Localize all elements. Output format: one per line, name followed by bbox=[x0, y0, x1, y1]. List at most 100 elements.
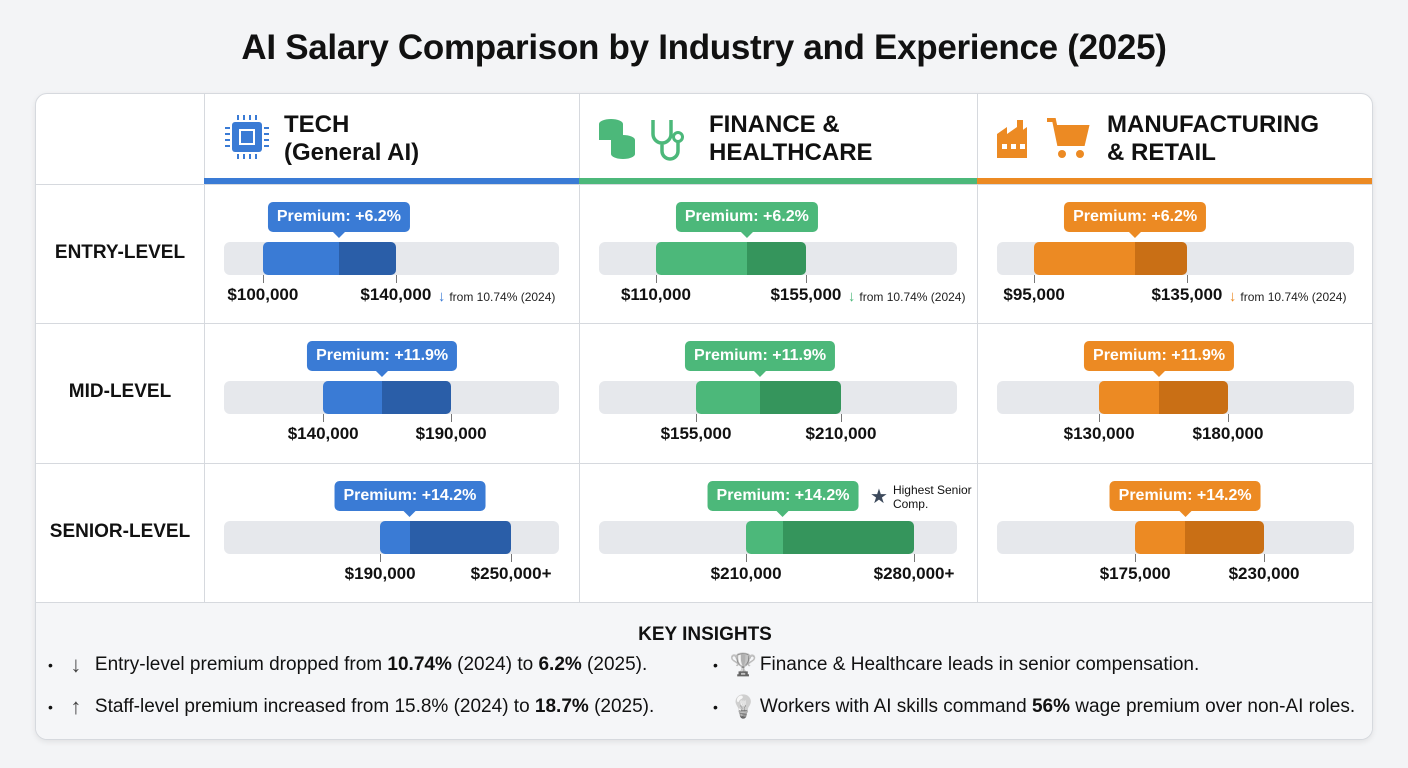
range-bar-base bbox=[1135, 521, 1186, 554]
premium-badge: Premium: +6.2% bbox=[675, 202, 818, 238]
salary-cell: Premium: +6.2% $110,000 $155,000 ↓ from 10.7… bbox=[579, 184, 977, 323]
insight-emphasis: 18.7% bbox=[534, 696, 589, 717]
insight-item: • 🏆 Finance & Healthcare leads in senior c… bbox=[713, 652, 1199, 678]
salary-max: $180,000 bbox=[1192, 424, 1264, 443]
salary-min: $95,000 bbox=[1003, 285, 1065, 304]
range-min-tick bbox=[1135, 554, 1137, 562]
salary-cell: Premium: +6.2% $95,000 $135,000 ↓ from 10.74… bbox=[977, 184, 1372, 323]
salary-track bbox=[997, 381, 1354, 414]
column-color-bar bbox=[579, 178, 978, 184]
premium-badge: Premium: +11.9% bbox=[307, 341, 458, 377]
range-bar-premium bbox=[338, 242, 396, 275]
range-max-tick bbox=[1186, 275, 1188, 283]
note-text: from 10.74% (2024) bbox=[449, 290, 556, 304]
column-title-line1: FINANCE & bbox=[709, 111, 840, 138]
range-max-tick bbox=[451, 414, 453, 422]
range-bar-base bbox=[696, 381, 761, 414]
range-bar-premium bbox=[1135, 242, 1187, 275]
range-bar-premium bbox=[760, 381, 841, 414]
comparison-card: KEY INSIGHTS • ↓ Entry-level premium dropp… bbox=[35, 93, 1373, 740]
range-bar-premium bbox=[783, 521, 915, 554]
column-divider bbox=[579, 94, 580, 602]
salary-track bbox=[224, 521, 559, 554]
insight-text-part: (2025). bbox=[581, 654, 648, 675]
column-divider bbox=[204, 94, 205, 602]
insight-text-part: (2025). bbox=[588, 696, 655, 717]
salary-max: $190,000 bbox=[415, 424, 487, 443]
page-title: AI Salary Comparison by Industry and Exp… bbox=[241, 28, 1167, 67]
previous-premium-note: ↓ from 10.74% (2024) bbox=[438, 288, 556, 305]
column-title-line2: (General AI) bbox=[284, 139, 420, 166]
salary-cell: Premium: +11.9% $155,000 $210,000 bbox=[579, 323, 977, 462]
range-max-tick bbox=[805, 275, 807, 283]
salary-max: $210,000 bbox=[805, 424, 877, 443]
column-divider bbox=[977, 94, 978, 602]
premium-badge: Premium: +6.2% bbox=[1064, 202, 1207, 238]
premium-badge: Premium: +14.2% bbox=[707, 481, 859, 517]
salary-track bbox=[599, 521, 957, 554]
column-header: MANUFACTURING & RETAIL bbox=[977, 94, 1372, 184]
star-icon: ★ bbox=[870, 486, 888, 508]
range-max-tick bbox=[1227, 414, 1229, 422]
premium-badge: Premium: +6.2% bbox=[267, 202, 410, 238]
note-text: from 10.74% (2024) bbox=[1240, 290, 1347, 304]
column-title-line2: HEALTHCARE bbox=[709, 139, 873, 166]
range-bar-premium bbox=[1159, 381, 1228, 414]
salary-track bbox=[224, 381, 559, 414]
insight-emphasis: 10.74% bbox=[387, 654, 452, 675]
range-bar-base bbox=[262, 242, 339, 275]
premium-badge: Premium: +11.9% bbox=[685, 341, 836, 377]
row-label-senior-level: SENIOR-LEVEL bbox=[49, 521, 191, 542]
arrow-up-icon: ↑ bbox=[70, 694, 82, 719]
row-divider bbox=[36, 323, 1372, 324]
column-title: FINANCE & HEALTHCARE bbox=[709, 111, 873, 167]
arrow-down-icon: ↓ bbox=[847, 288, 856, 305]
insight-text: Staff-level premium increased from 15.8%… bbox=[95, 696, 654, 718]
insight-item: • ↑ Staff-level premium increased from 15.… bbox=[48, 694, 654, 720]
range-max-tick bbox=[1264, 554, 1266, 562]
salary-min: $210,000 bbox=[710, 564, 782, 583]
range-min-tick bbox=[746, 554, 748, 562]
salary-track bbox=[599, 242, 957, 275]
highest-senior-callout: ★ Highest Senior Comp. bbox=[870, 483, 973, 511]
bullet: • bbox=[48, 657, 53, 673]
range-bar-base bbox=[746, 521, 783, 554]
insight-text-part: Workers with AI skills command bbox=[759, 696, 1032, 717]
column-title: MANUFACTURING & RETAIL bbox=[1107, 111, 1319, 167]
salary-min: $140,000 bbox=[287, 424, 359, 443]
salary-track bbox=[997, 242, 1354, 275]
bullet: • bbox=[713, 699, 718, 715]
insight-text-part: Finance & Healthcare leads in senior com… bbox=[759, 654, 1200, 675]
salary-track bbox=[599, 381, 957, 414]
factory-cart-icon bbox=[995, 112, 1095, 167]
insight-item: • ↓ Entry-level premium dropped from 10.74… bbox=[48, 652, 647, 678]
column-title: TECH (General AI) bbox=[284, 111, 419, 167]
key-insights: KEY INSIGHTS • ↓ Entry-level premium dropp… bbox=[36, 602, 1372, 739]
insight-item: • 💡 Workers with AI skills command 56% wag… bbox=[713, 694, 1355, 720]
row-divider bbox=[36, 463, 1372, 464]
range-bar-base bbox=[1099, 381, 1160, 414]
salary-max: $230,000 bbox=[1228, 564, 1300, 583]
row-label-mid-level: MID-LEVEL bbox=[68, 381, 172, 402]
column-header: TECH (General AI) bbox=[204, 94, 579, 184]
note-text: from 10.74% (2024) bbox=[859, 290, 966, 304]
range-bar-base bbox=[655, 242, 747, 275]
row-divider bbox=[36, 184, 1372, 185]
salary-min: $190,000 bbox=[344, 564, 416, 583]
insight-text-part: Staff-level premium increased from 15.8%… bbox=[94, 696, 535, 717]
column-color-bar bbox=[977, 178, 1372, 184]
premium-badge: Premium: +11.9% bbox=[1084, 341, 1235, 377]
premium-badge: Premium: +14.2% bbox=[1109, 481, 1261, 517]
arrow-down-icon: ↓ bbox=[437, 288, 446, 305]
column-title-line2: & RETAIL bbox=[1107, 139, 1216, 166]
row-divider bbox=[36, 602, 1372, 603]
insight-text: Entry-level premium dropped from 10.74% … bbox=[95, 654, 647, 676]
salary-cell: Premium: +11.9% $140,000 $190,000 bbox=[204, 323, 579, 462]
salary-max: $140,000 bbox=[360, 285, 432, 304]
range-min-tick bbox=[380, 554, 382, 562]
column-color-bar bbox=[204, 178, 580, 184]
cpu-chip-icon bbox=[222, 112, 272, 167]
range-min-tick bbox=[1034, 275, 1036, 283]
range-bar-premium bbox=[409, 521, 512, 554]
salary-max: $135,000 bbox=[1151, 285, 1223, 304]
